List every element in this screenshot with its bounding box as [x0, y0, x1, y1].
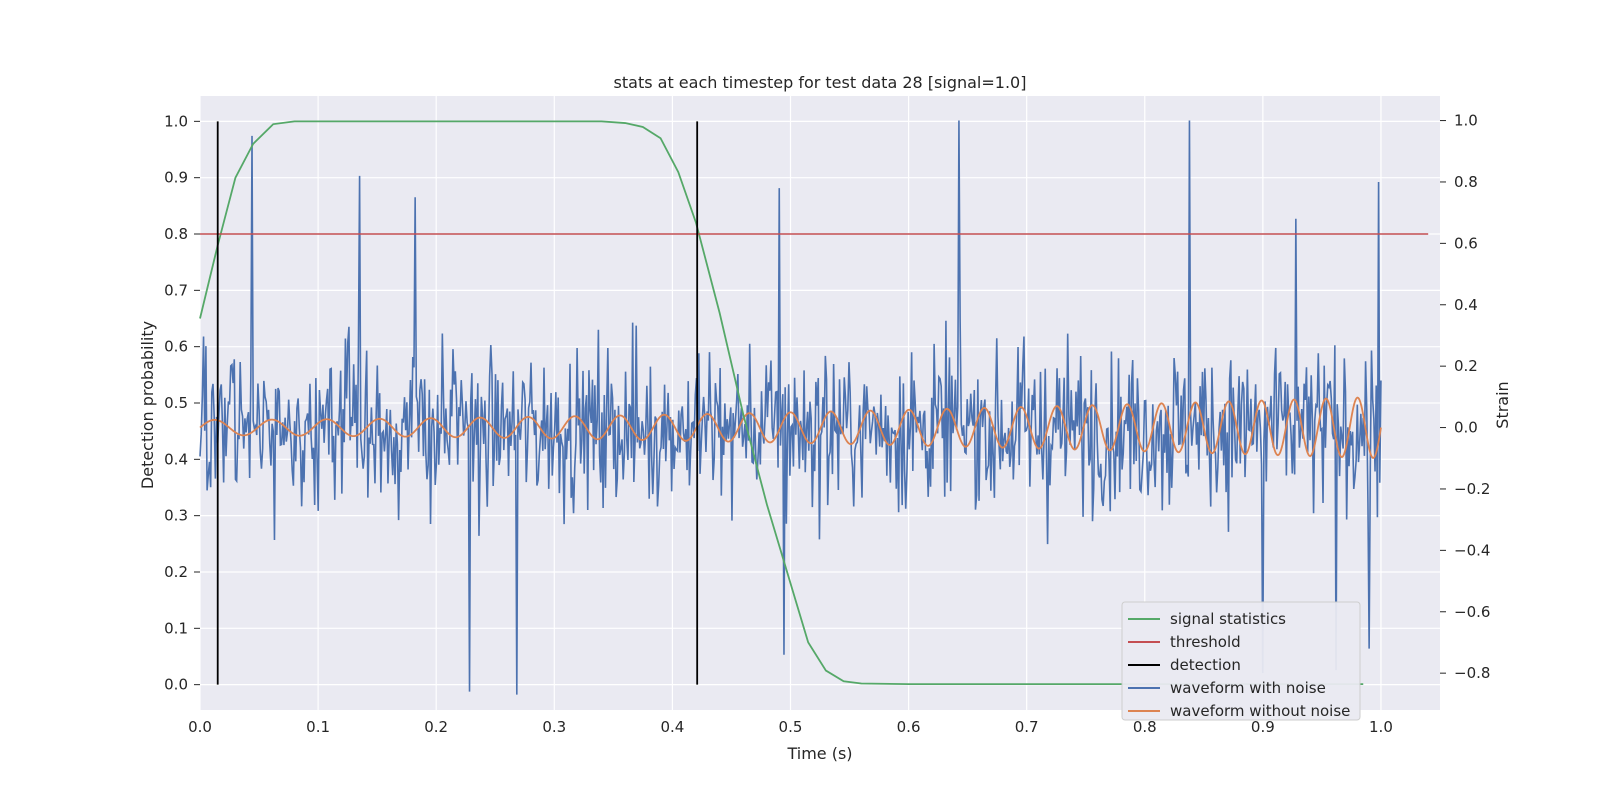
series-line-waveform-without-noise: [199, 396, 1382, 460]
chart-title: stats at each timestep for test data 28 …: [614, 73, 1027, 92]
legend-label-detection: detection: [1170, 656, 1241, 674]
y-tick-label-left: 0.0: [164, 676, 188, 694]
y-tick-label-left: 0.7: [164, 281, 188, 299]
y-tick-label-right: 0.4: [1454, 296, 1478, 314]
series-line-waveform-with-noise: [199, 120, 1382, 695]
y-tick-label-right: −0.2: [1454, 480, 1490, 498]
y-tick-label-left: 0.1: [164, 619, 188, 637]
y-tick-label-left: 0.6: [164, 338, 188, 356]
y-tick-label-left: 0.4: [164, 450, 188, 468]
legend-item-detection: detection: [1128, 656, 1241, 674]
x-tick-label: 0.8: [1133, 718, 1157, 736]
y-tick-label-right: −0.8: [1454, 664, 1490, 682]
x-tick-label: 0.7: [1015, 718, 1039, 736]
y-tick-label-left: 0.8: [164, 225, 188, 243]
y-tick-label-right: 0.6: [1454, 234, 1478, 252]
x-tick-label: 0.1: [306, 718, 330, 736]
legend-item-threshold: threshold: [1128, 633, 1241, 651]
y-tick-label-left: 0.3: [164, 507, 188, 525]
y-tick-label-left: 0.9: [164, 169, 188, 187]
y-tick-label-right: 1.0: [1454, 112, 1478, 130]
legend-box: [1121, 601, 1361, 721]
legend-item-noisy: waveform with noise: [1128, 679, 1326, 697]
y-tick-label-right: −0.6: [1454, 603, 1490, 621]
y-tick-label-right: 0.2: [1454, 357, 1478, 375]
legend-label-threshold: threshold: [1170, 633, 1241, 651]
y-tick-label-right: −0.4: [1454, 541, 1490, 559]
y-tick-label-right: 0.0: [1454, 419, 1478, 437]
y-tick-label-right: 0.8: [1454, 173, 1478, 191]
legend-item-clean: waveform without noise: [1128, 702, 1350, 720]
y-tick-label-left: 1.0: [164, 112, 188, 130]
x-tick-label: 0.5: [779, 718, 803, 736]
y-axis-title-left: Detection probability: [138, 321, 157, 489]
x-tick-label: 0.2: [424, 718, 448, 736]
legend-item-signal: signal statistics: [1128, 610, 1286, 628]
x-axis-title: Time (s): [786, 744, 852, 763]
axes-layer: 0.0 0.1 0.2 0.3 0.4 0.5 0.6 0.7 0.8 0.9 1.0 0.0 0.1 0…: [164, 112, 1490, 736]
legend-label-noisy: waveform with noise: [1170, 679, 1326, 697]
y-axis-title-right: Strain: [1493, 381, 1512, 428]
x-tick-label: 0.3: [542, 718, 566, 736]
legend-label-clean: waveform without noise: [1170, 702, 1350, 720]
x-tick-label: 0.4: [660, 718, 684, 736]
y-tick-label-left: 0.2: [164, 563, 188, 581]
series-layer: [199, 120, 1429, 695]
x-tick-label: 0.9: [1251, 718, 1275, 736]
legend-label-signal: signal statistics: [1170, 610, 1286, 628]
x-tick-label: 1.0: [1369, 718, 1393, 736]
y-tick-label-left: 0.5: [164, 394, 188, 412]
series-line-signal-statistics: [199, 120, 1364, 685]
x-tick-label: 0.0: [188, 718, 212, 736]
x-tick-label: 0.6: [897, 718, 921, 736]
legend: signal statistics threshold detection wa…: [1121, 601, 1361, 721]
